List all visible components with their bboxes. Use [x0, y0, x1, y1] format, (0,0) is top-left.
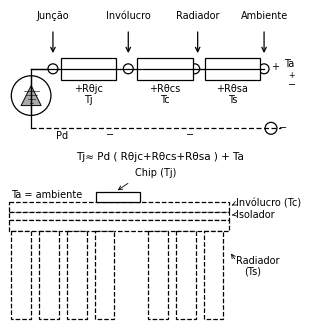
Text: −: − — [106, 130, 115, 140]
Bar — [9, 202, 230, 212]
Bar — [148, 231, 168, 319]
Bar — [204, 231, 223, 319]
Text: Ta: Ta — [284, 59, 294, 69]
Bar — [176, 231, 196, 319]
Bar — [61, 58, 117, 80]
Text: +Rθcs: +Rθcs — [149, 84, 181, 94]
Text: −: − — [288, 80, 296, 90]
Text: Radiador: Radiador — [176, 11, 220, 21]
Text: Tj: Tj — [84, 95, 93, 105]
Text: Pd: Pd — [56, 131, 68, 141]
Text: Invólucro (Tc): Invólucro (Tc) — [236, 199, 301, 209]
Bar — [9, 219, 230, 231]
Bar — [95, 231, 114, 319]
Text: −: − — [279, 123, 287, 133]
Bar — [137, 58, 193, 80]
Text: +: + — [271, 62, 279, 72]
Text: +: + — [288, 71, 294, 80]
Text: Junção: Junção — [37, 11, 69, 21]
Text: +Rθjc: +Rθjc — [74, 84, 103, 94]
Bar — [96, 192, 140, 202]
Text: Tj≈ Pd ( Rθjc+Rθcs+Rθsa ) + Ta: Tj≈ Pd ( Rθjc+Rθcs+Rθsa ) + Ta — [76, 152, 244, 162]
Bar — [67, 231, 87, 319]
Text: Invólucro: Invólucro — [106, 11, 151, 21]
Text: Isolador: Isolador — [236, 210, 275, 219]
Bar — [204, 58, 260, 80]
Text: Ts: Ts — [228, 95, 237, 105]
Bar — [9, 212, 230, 219]
Text: Tc: Tc — [160, 95, 170, 105]
Polygon shape — [21, 86, 41, 106]
Text: Ta = ambiente: Ta = ambiente — [11, 190, 82, 200]
Bar — [11, 231, 31, 319]
Text: (Ts): (Ts) — [244, 266, 261, 276]
Bar — [39, 231, 59, 319]
Text: +Rθsa: +Rθsa — [216, 84, 248, 94]
Text: −: − — [186, 130, 194, 140]
Text: Radiador: Radiador — [236, 256, 280, 266]
Text: Ambiente: Ambiente — [240, 11, 288, 21]
Text: Chip (Tj): Chip (Tj) — [135, 168, 177, 178]
